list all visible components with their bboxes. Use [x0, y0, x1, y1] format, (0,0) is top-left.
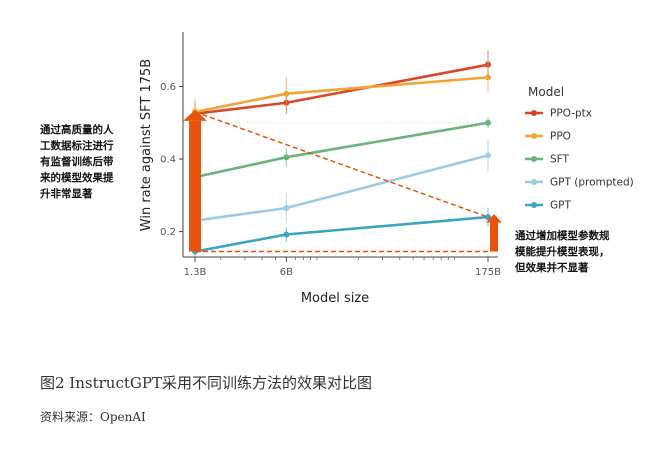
legend-label: PPO [550, 131, 571, 143]
legend: PPO-ptx PPO SFT GPT (prompted) GPT [525, 108, 634, 212]
legend-swatch-dot [531, 133, 537, 139]
legend-label: SFT [550, 154, 570, 166]
data-point [283, 231, 290, 238]
data-point [283, 205, 290, 212]
y-axis-title: Win rate against SFT 175B [139, 59, 154, 231]
legend-label: GPT (prompted) [550, 177, 634, 189]
data-point [283, 90, 290, 97]
left-arrow-head [183, 110, 207, 121]
x-tick-label: 1.3B [184, 267, 207, 278]
diagonal-dashed-line [194, 111, 489, 218]
right-arrow-head [486, 214, 502, 223]
figure-caption: 图2 InstructGPT采用不同训练方法的效果对比图 [40, 374, 372, 392]
x-tick-label: 175B [475, 267, 501, 278]
series-line [194, 215, 489, 253]
legend-swatch-dot [531, 110, 537, 116]
legend-swatch-dot [531, 202, 537, 208]
data-point [485, 152, 491, 159]
legend-label: GPT [550, 200, 571, 212]
data-point [485, 119, 491, 126]
annotation-left: 通过高质量的人 工数据标注进行 有监督训练后带 来的模型效果提 升非常显著 [40, 124, 114, 200]
legend-label: PPO-ptx [550, 108, 592, 120]
series-layer [192, 50, 491, 257]
axes-layer: 0.2 0.4 0.6 1.3B 6B 175B [160, 32, 501, 278]
annotation-right: 通过增加模型参数规 模能提升模型表现， 但效果并不显著 [515, 230, 610, 274]
legend-title: Model [528, 85, 564, 99]
annotation-arrows [183, 110, 502, 253]
series-line [194, 121, 489, 179]
legend-swatch-dot [531, 156, 537, 162]
data-point [283, 154, 290, 161]
x-axis-title: Model size [301, 291, 369, 306]
legend-swatch-dot [531, 179, 537, 185]
data-point [485, 214, 491, 221]
x-tick-label: 6B [280, 267, 293, 278]
right-arrow-shaft [490, 222, 498, 252]
y-tick-label: 0.2 [160, 227, 176, 238]
figure-source: 资料来源：OpenAI [40, 410, 146, 424]
data-point [485, 74, 491, 81]
series-line [194, 76, 489, 114]
y-tick-label: 0.4 [160, 155, 176, 166]
y-tick-label: 0.6 [160, 82, 176, 93]
left-arrow-shaft [189, 120, 201, 252]
